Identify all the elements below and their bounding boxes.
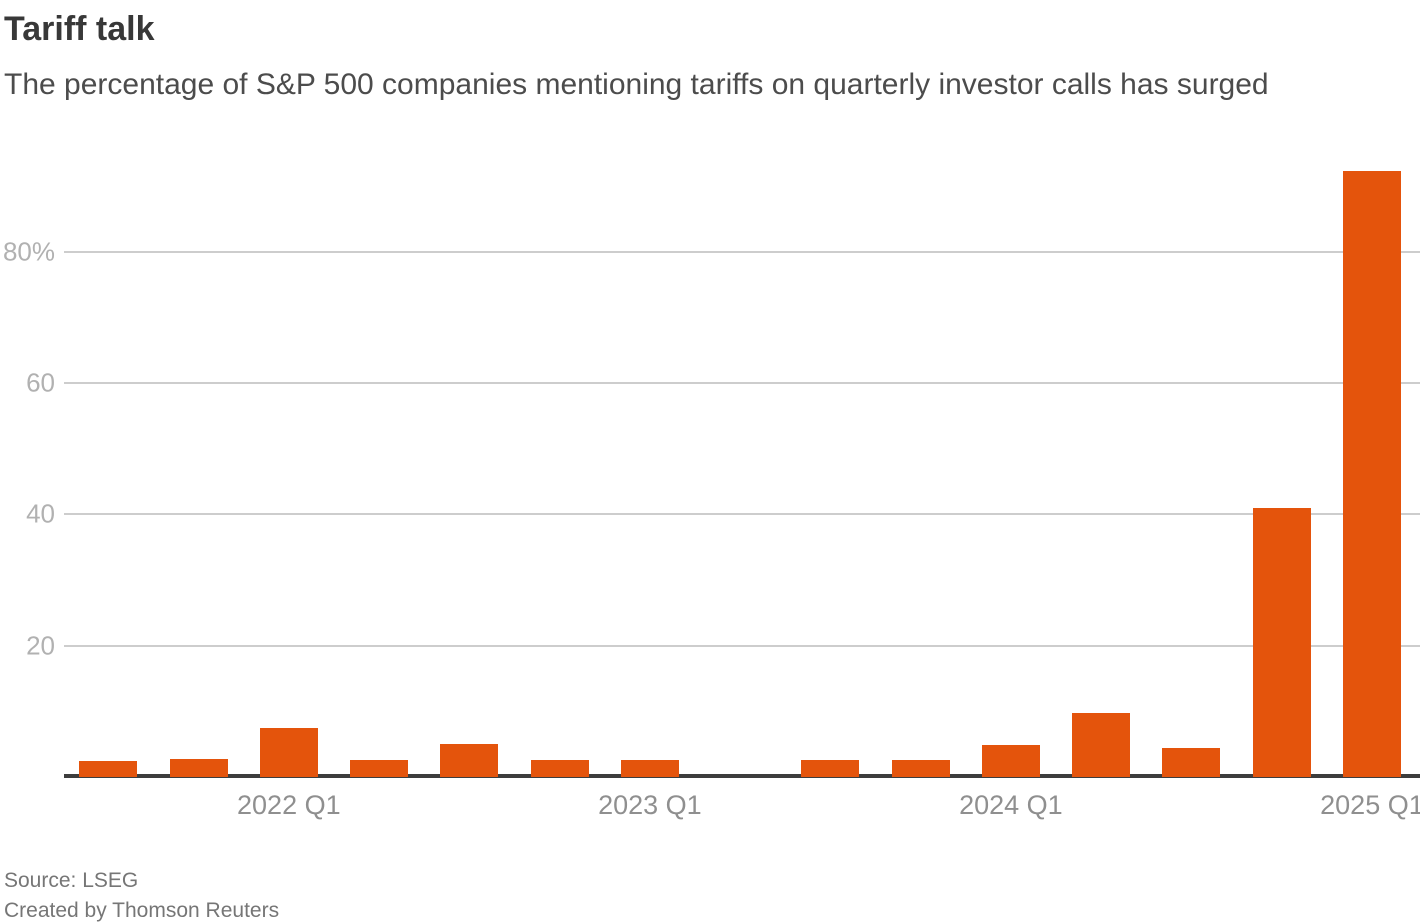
x-axis-tick-label: 2022 Q1 <box>237 790 341 820</box>
y-axis-tick-label: 40 <box>26 498 55 529</box>
gridline-60 <box>64 381 1420 384</box>
bar-2025-Q1 <box>1342 170 1401 777</box>
x-axis-line <box>64 774 1420 778</box>
chart-subtitle: The percentage of S&P 500 companies ment… <box>4 68 1269 101</box>
chart-title: Tariff talk <box>4 10 155 48</box>
y-axis-tick-label: 60 <box>26 367 55 398</box>
bar-2022-Q4 <box>530 759 589 777</box>
bar-2024-Q2 <box>1072 712 1131 777</box>
chart-footer: Source: LSEG Created by Thomson Reuters <box>4 866 279 922</box>
source-text: Source: LSEG <box>4 869 139 892</box>
bar-2022-Q1 <box>259 728 318 777</box>
bar-2024-Q3 <box>1162 748 1221 777</box>
y-axis-tick-label: 20 <box>26 630 55 661</box>
x-axis-tick-label: 2024 Q1 <box>959 790 1063 820</box>
bar-2023-Q3 <box>801 759 860 777</box>
credit-text: Created by Thomson Reuters <box>4 899 280 922</box>
bar-2022-Q2 <box>350 759 409 777</box>
bar-2024-Q1 <box>981 745 1040 777</box>
x-axis-tick-label: 2023 Q1 <box>598 790 702 820</box>
gridline-40 <box>64 513 1420 516</box>
gridline-20 <box>64 644 1420 647</box>
bar-2023-Q1 <box>620 759 679 777</box>
x-axis-tick-label: 2025 Q1 <box>1320 790 1420 820</box>
gridline-80 <box>64 250 1420 253</box>
bar-2021-Q3 <box>79 760 138 777</box>
y-axis-tick-label: 80% <box>2 236 55 267</box>
bar-2021-Q4 <box>169 759 228 777</box>
bar-2022-Q3 <box>440 743 499 777</box>
bar-2023-Q4 <box>891 759 950 777</box>
bar-2024-Q4 <box>1252 507 1311 777</box>
